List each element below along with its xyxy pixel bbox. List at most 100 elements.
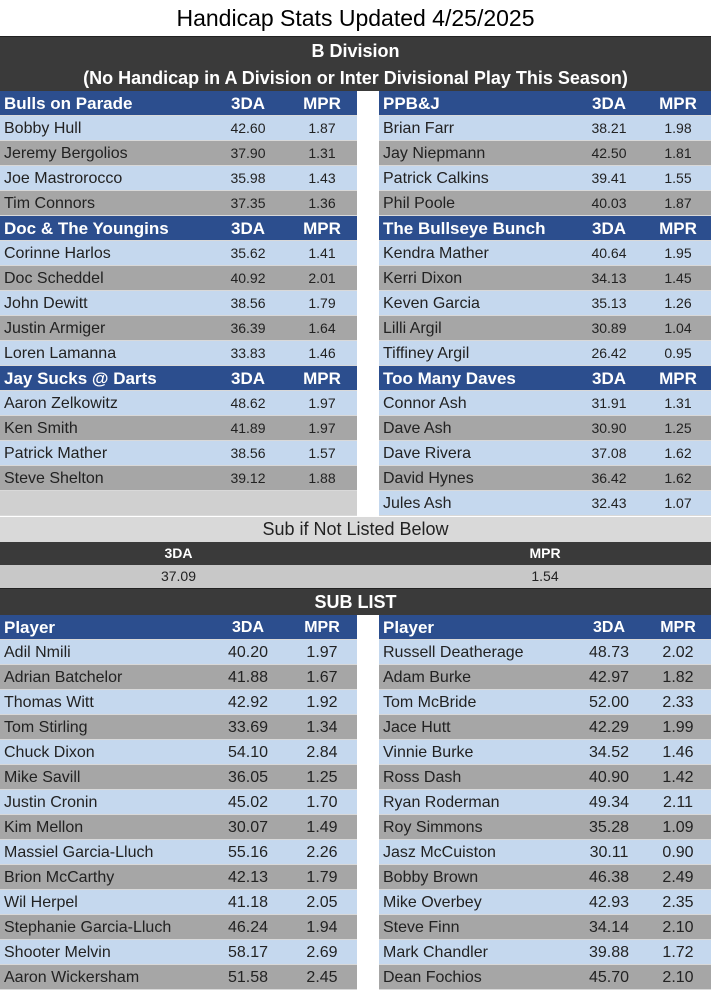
player-row: Kendra Mather 40.64 1.95 [379, 241, 711, 266]
sub-row-3da: 49.34 [588, 794, 630, 811]
team-header-3da: 3DA [230, 219, 265, 238]
sub-row: Jace Hutt 42.29 1.99 [379, 715, 711, 740]
sub-row-name: Bobby Brown [383, 869, 479, 886]
sub-row-3da: 30.11 [589, 844, 629, 861]
sub-default-note: Sub if Not Listed Below [0, 516, 711, 542]
sub-row: Mike Savill 36.05 1.25 [0, 765, 357, 790]
player-row: Bobby Hull 42.60 1.87 [0, 116, 357, 141]
player-row-mpr: 1.07 [664, 495, 692, 511]
player-row-name: David Hynes [383, 470, 474, 487]
team-header-name: The Bullseye Bunch [383, 219, 546, 238]
sub-row-name: Adam Burke [383, 669, 472, 686]
player-row-3da: 40.92 [230, 270, 266, 286]
player-row-mpr: 1.31 [308, 145, 336, 161]
team-header-name: Doc & The Youngins [4, 219, 169, 238]
sub-row-mpr: 1.70 [306, 794, 338, 811]
team-header-mpr: MPR [303, 94, 341, 113]
player-row: Jeremy Bergolios 37.90 1.31 [0, 141, 357, 166]
sub-row-3da: 46.24 [227, 919, 269, 936]
player-row-mpr: 1.95 [664, 245, 692, 261]
team-grid: Bulls on Parade 3DA MPR Bobby Hull 42.60 1.87… [0, 91, 711, 516]
player-row: Joe Mastrorocco 35.98 1.43 [0, 166, 357, 191]
player-row-name: Tiffiney Argil [383, 345, 470, 362]
player-row: Loren Lamanna 33.83 1.46 [0, 341, 357, 366]
player-row: Keven Garcia 35.13 1.26 [379, 291, 711, 316]
player-row-mpr: 1.31 [664, 395, 692, 411]
player-row: Jules Ash 32.43 1.07 [379, 491, 711, 516]
team-header-name: Jay Sucks @ Darts [4, 369, 157, 388]
player-row-name: Aaron Zelkowitz [4, 395, 118, 412]
sub-row: Adam Burke 42.97 1.82 [379, 665, 711, 690]
sub-default-mpr-value: 1.54 [531, 568, 559, 584]
player-row-3da: 38.56 [230, 445, 266, 461]
sub-row-mpr: 1.09 [662, 819, 694, 836]
player-row-mpr: 1.41 [308, 245, 336, 261]
player-row-name: Jules Ash [383, 495, 452, 512]
sub-row-3da: 42.13 [227, 869, 269, 886]
sub-row-mpr: 2.45 [306, 969, 338, 986]
player-row-name: John Dewitt [4, 295, 88, 312]
sub-row-mpr: 2.35 [662, 894, 694, 911]
sub-row-mpr: 0.90 [662, 844, 694, 861]
team-header-mpr: MPR [303, 219, 341, 238]
sub-list-title: SUB LIST [0, 588, 711, 615]
sub-row-3da: 42.93 [588, 894, 630, 911]
sub-row: Shooter Melvin 58.17 2.69 [0, 940, 357, 965]
player-row-name: Dave Rivera [383, 445, 472, 462]
sub-row-name: Steve Finn [383, 919, 460, 936]
team-header-mpr: MPR [659, 219, 697, 238]
team-header-3da: 3DA [230, 369, 265, 388]
sub-row-3da: 45.70 [588, 969, 630, 986]
team-header-name: Bulls on Parade [4, 94, 133, 113]
team-header-3da: 3DA [591, 94, 626, 113]
player-row: Ken Smith 41.89 1.97 [0, 416, 357, 441]
player-row-name: Ken Smith [4, 420, 78, 437]
sub-row-name: Stephanie Garcia-Lluch [4, 919, 172, 936]
player-row: Tiffiney Argil 26.42 0.95 [379, 341, 711, 366]
player-row-3da: 40.64 [591, 245, 627, 261]
sub-row: Aaron Wickersham 51.58 2.45 [0, 965, 357, 990]
player-row-3da: 40.03 [591, 195, 627, 211]
sub-row-name: Mike Savill [4, 769, 81, 786]
sub-row: Adil Nmili 40.20 1.97 [0, 640, 357, 665]
sub-row: Massiel Garcia-Lluch 55.16 2.26 [0, 840, 357, 865]
sub-row-name: Mark Chandler [383, 944, 488, 961]
division-title: B Division [0, 36, 711, 65]
player-row-mpr: 1.55 [664, 170, 692, 186]
sub-row-mpr: 2.02 [662, 644, 694, 661]
player-row-name: Connor Ash [383, 395, 467, 412]
sub-row-mpr: 1.82 [662, 669, 694, 686]
player-row-mpr: 1.43 [308, 170, 336, 186]
sub-row-3da: 42.97 [588, 669, 630, 686]
sub-row-mpr: 1.67 [306, 669, 338, 686]
sub-row-3da: 41.18 [227, 894, 269, 911]
team-header: Jay Sucks @ Darts 3DA MPR [0, 366, 357, 391]
player-row-mpr: 1.81 [664, 145, 692, 161]
sub-row: Brion McCarthy 42.13 1.79 [0, 865, 357, 890]
sub-row-name: Wil Herpel [4, 894, 78, 911]
player-row-3da: 32.43 [591, 495, 627, 511]
player-row-3da: 35.13 [591, 295, 627, 311]
sub-row-name: Mike Overbey [383, 894, 482, 911]
player-row: Phil Poole 40.03 1.87 [379, 191, 711, 216]
player-row-mpr: 1.25 [664, 420, 692, 436]
player-row-mpr: 1.04 [664, 320, 692, 336]
sub-row-name: Aaron Wickersham [4, 969, 140, 986]
player-row: Patrick Mather 38.56 1.57 [0, 441, 357, 466]
player-row-name: Bobby Hull [4, 120, 82, 137]
sub-row-3da: 52.00 [588, 694, 630, 711]
player-row-3da: 30.89 [591, 320, 627, 336]
player-row-3da: 38.56 [230, 295, 266, 311]
sub-list-header: Player 3DA MPR [379, 615, 711, 640]
sub-row-name: Vinnie Burke [383, 744, 474, 761]
player-row: Justin Armiger 36.39 1.64 [0, 316, 357, 341]
sub-row-name: Kim Mellon [4, 819, 84, 836]
sub-row: Thomas Witt 42.92 1.92 [0, 690, 357, 715]
sub-row: Chuck Dixon 54.10 2.84 [0, 740, 357, 765]
player-row-name: Jeremy Bergolios [4, 145, 128, 162]
sub-row-3da: 48.73 [588, 644, 630, 661]
sub-default-3da-value: 37.09 [160, 568, 197, 584]
team-header-mpr: MPR [659, 369, 697, 388]
sub-row: Roy Simmons 35.28 1.09 [379, 815, 711, 840]
